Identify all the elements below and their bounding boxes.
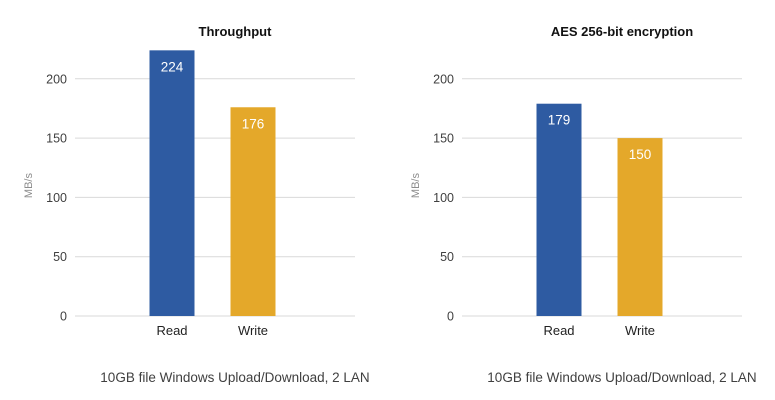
y-tick-label: 50 bbox=[53, 250, 67, 264]
chart-caption: 10GB file Windows Upload/Download, 2 LAN bbox=[100, 370, 369, 385]
y-axis-title: MB/s bbox=[23, 173, 35, 199]
chart-title: Throughput bbox=[199, 24, 273, 39]
bar-write bbox=[617, 138, 663, 316]
y-tick-label: 200 bbox=[433, 72, 454, 86]
data-label-read: 179 bbox=[548, 113, 571, 128]
category-label-write: Write bbox=[625, 323, 655, 338]
y-tick-label: 200 bbox=[46, 72, 67, 86]
bar-write bbox=[230, 107, 276, 316]
data-label-write: 150 bbox=[629, 147, 652, 162]
chart-panel-throughput: Throughput 0 50 100 150 200 MB/s 224 Read 176 Writ… bbox=[0, 0, 387, 400]
category-label-write: Write bbox=[238, 323, 268, 338]
data-label-write: 176 bbox=[242, 116, 265, 131]
y-tick-label: 0 bbox=[447, 310, 454, 324]
bar-read bbox=[536, 103, 582, 317]
chart-panel-aes-encryption: AES 256-bit encryption 0 50 100 150 200 MB/s 17… bbox=[387, 0, 774, 400]
y-tick-label: 100 bbox=[46, 191, 67, 205]
y-axis-title: MB/s bbox=[410, 173, 422, 199]
y-tick-label: 150 bbox=[46, 132, 67, 146]
data-label-read: 224 bbox=[161, 59, 184, 74]
category-label-read: Read bbox=[156, 323, 187, 338]
chart-caption: 10GB file Windows Upload/Download, 2 LAN bbox=[487, 370, 756, 385]
y-tick-label: 0 bbox=[60, 310, 67, 324]
bar-read bbox=[149, 50, 195, 316]
y-tick-label: 150 bbox=[433, 132, 454, 146]
y-tick-label: 100 bbox=[433, 191, 454, 205]
chart-title: AES 256-bit encryption bbox=[551, 24, 693, 39]
chart-aes-encryption: AES 256-bit encryption 0 50 100 150 200 MB/s 17… bbox=[410, 24, 757, 385]
chart-throughput: Throughput 0 50 100 150 200 MB/s 224 Read 176 Writ… bbox=[23, 24, 370, 385]
category-label-read: Read bbox=[543, 323, 574, 338]
y-tick-label: 50 bbox=[440, 250, 454, 264]
